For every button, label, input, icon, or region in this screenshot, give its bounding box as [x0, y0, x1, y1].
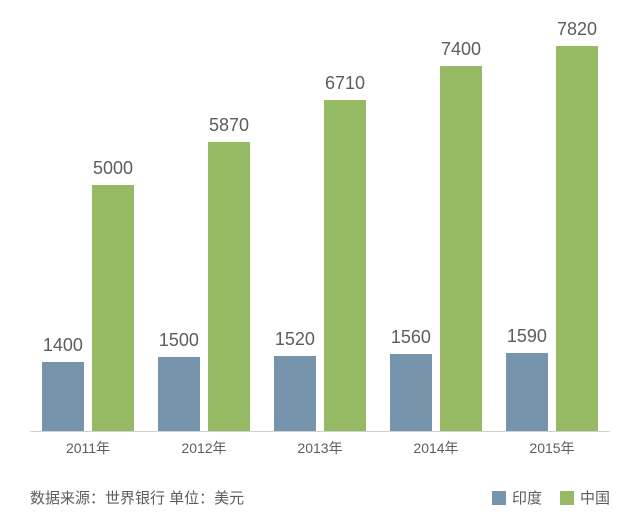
bar-group: 14005000: [36, 17, 140, 431]
plot-area: 1400500015005870152067101560740015907820: [30, 17, 610, 432]
bar-value-label: 5870: [189, 115, 269, 136]
bar: 1400: [42, 362, 84, 431]
legend: 印度 中国: [492, 487, 610, 508]
legend-item: 印度: [492, 487, 542, 508]
bar: 5000: [92, 185, 134, 431]
bar: 7400: [440, 66, 482, 431]
bar-group: 15005870: [152, 17, 256, 431]
x-axis-label: 2015年: [500, 438, 604, 458]
bar-value-label: 1520: [255, 329, 335, 350]
bar-value-label: 6710: [305, 73, 385, 94]
legend-item: 中国: [560, 487, 610, 508]
bar: 1590: [506, 353, 548, 431]
bar-group: 15607400: [384, 17, 488, 431]
legend-swatch: [560, 491, 574, 505]
bar: 7820: [556, 46, 598, 431]
chart: 1400500015005870152067101560740015907820…: [30, 18, 610, 458]
bar-group: 15206710: [268, 17, 372, 431]
x-axis-label: 2011年: [36, 438, 140, 458]
x-axis-label: 2014年: [384, 438, 488, 458]
chart-footer: 数据来源：世界银行 单位：美元 印度 中国: [30, 487, 610, 508]
bar-value-label: 1590: [487, 326, 567, 347]
bar-value-label: 1500: [139, 330, 219, 351]
bar-value-label: 1400: [23, 335, 103, 356]
bar-value-label: 1560: [371, 327, 451, 348]
bar-value-label: 5000: [73, 158, 153, 179]
bar: 1500: [158, 357, 200, 431]
bar: 1560: [390, 354, 432, 431]
legend-label: 中国: [580, 487, 610, 508]
x-axis-label: 2013年: [268, 438, 372, 458]
bar: 6710: [324, 100, 366, 431]
legend-label: 印度: [512, 487, 542, 508]
x-axis-labels: 2011年 2012年 2013年 2014年 2015年: [30, 432, 610, 458]
bar-value-label: 7400: [421, 39, 501, 60]
bar-group: 15907820: [500, 17, 604, 431]
bar: 1520: [274, 356, 316, 431]
bar-value-label: 7820: [537, 19, 617, 40]
x-axis-label: 2012年: [152, 438, 256, 458]
bar: 5870: [208, 142, 250, 431]
source-text: 数据来源：世界银行 单位：美元: [30, 487, 244, 508]
legend-swatch: [492, 491, 506, 505]
